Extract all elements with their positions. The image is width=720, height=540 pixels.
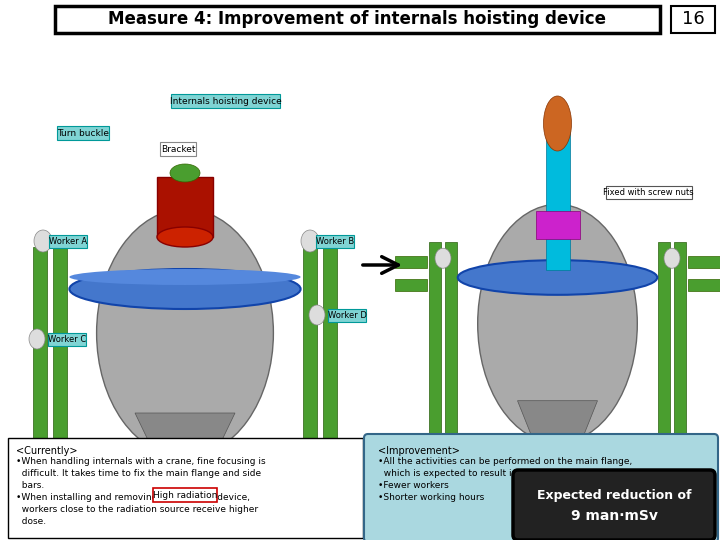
Bar: [157, 177, 213, 237]
Text: Worker C: Worker C: [48, 334, 86, 343]
Bar: [323, 247, 337, 455]
Bar: [160, 142, 197, 156]
Bar: [606, 186, 692, 199]
Bar: [328, 308, 366, 321]
Text: 16: 16: [682, 10, 704, 29]
Bar: [57, 126, 109, 140]
Bar: [316, 234, 354, 247]
Text: which is expected to result in the reduction of  dose.: which is expected to result in the reduc…: [378, 469, 623, 478]
Polygon shape: [135, 413, 235, 465]
FancyBboxPatch shape: [513, 470, 715, 540]
Text: Expected reduction of: Expected reduction of: [536, 489, 691, 503]
Bar: [674, 242, 686, 442]
Text: difficult. It takes time to fix the main flange and side: difficult. It takes time to fix the main…: [16, 469, 261, 478]
Bar: [395, 279, 427, 291]
Text: <Improvement>: <Improvement>: [378, 446, 460, 456]
Text: •All the activities can be performed on the main flange,: •All the activities can be performed on …: [378, 457, 632, 466]
Ellipse shape: [435, 248, 451, 268]
Text: bars.: bars.: [16, 481, 44, 490]
Ellipse shape: [170, 164, 200, 182]
Bar: [303, 247, 317, 455]
Text: High radiation: High radiation: [153, 490, 217, 500]
Ellipse shape: [544, 96, 572, 151]
Ellipse shape: [29, 329, 45, 349]
Polygon shape: [518, 401, 598, 451]
Text: Turn buckle: Turn buckle: [57, 129, 109, 138]
Text: Worker D: Worker D: [328, 310, 366, 320]
Bar: [48, 333, 86, 346]
Bar: [33, 247, 47, 455]
Ellipse shape: [69, 269, 301, 309]
Ellipse shape: [477, 204, 637, 443]
Text: <Currently>: <Currently>: [16, 446, 78, 456]
Bar: [445, 242, 457, 442]
Bar: [25, 447, 345, 485]
Bar: [415, 85, 700, 470]
Text: •Shorter working hours: •Shorter working hours: [378, 493, 485, 502]
Text: •Fewer workers: •Fewer workers: [378, 481, 449, 490]
Text: Bracket: Bracket: [161, 145, 195, 153]
Bar: [658, 242, 670, 442]
Bar: [53, 247, 67, 455]
Bar: [671, 6, 715, 33]
Text: •When installing and removing the hoisting device,: •When installing and removing the hoisti…: [16, 493, 250, 502]
Bar: [8, 438, 363, 538]
Text: Measure 4: Improvement of internals hoisting device: Measure 4: Improvement of internals hois…: [109, 10, 606, 29]
Bar: [15, 85, 355, 485]
Bar: [536, 211, 580, 239]
Bar: [153, 488, 217, 502]
Bar: [171, 94, 280, 108]
Ellipse shape: [458, 260, 657, 295]
Text: workers close to the radiation source receive higher: workers close to the radiation source re…: [16, 505, 258, 514]
Text: Fixed with screw nuts: Fixed with screw nuts: [603, 188, 694, 197]
Bar: [423, 435, 692, 470]
Bar: [546, 116, 570, 270]
Ellipse shape: [157, 227, 213, 247]
Ellipse shape: [34, 230, 52, 252]
Ellipse shape: [301, 230, 319, 252]
FancyBboxPatch shape: [364, 434, 718, 540]
Ellipse shape: [96, 209, 274, 457]
Ellipse shape: [309, 305, 325, 325]
Bar: [429, 242, 441, 442]
Text: 9 man·mSv: 9 man·mSv: [570, 509, 657, 523]
Bar: [688, 279, 720, 291]
Bar: [49, 234, 87, 247]
Text: •When handling internals with a crane, fine focusing is: •When handling internals with a crane, f…: [16, 457, 266, 466]
Bar: [55, 6, 660, 33]
Bar: [395, 256, 427, 268]
Text: Internals hoisting device: Internals hoisting device: [170, 97, 282, 105]
Ellipse shape: [664, 248, 680, 268]
Text: Worker A: Worker A: [49, 237, 87, 246]
Ellipse shape: [69, 269, 301, 285]
Text: Worker B: Worker B: [316, 237, 354, 246]
Text: dose.: dose.: [16, 517, 46, 526]
Bar: [688, 256, 720, 268]
